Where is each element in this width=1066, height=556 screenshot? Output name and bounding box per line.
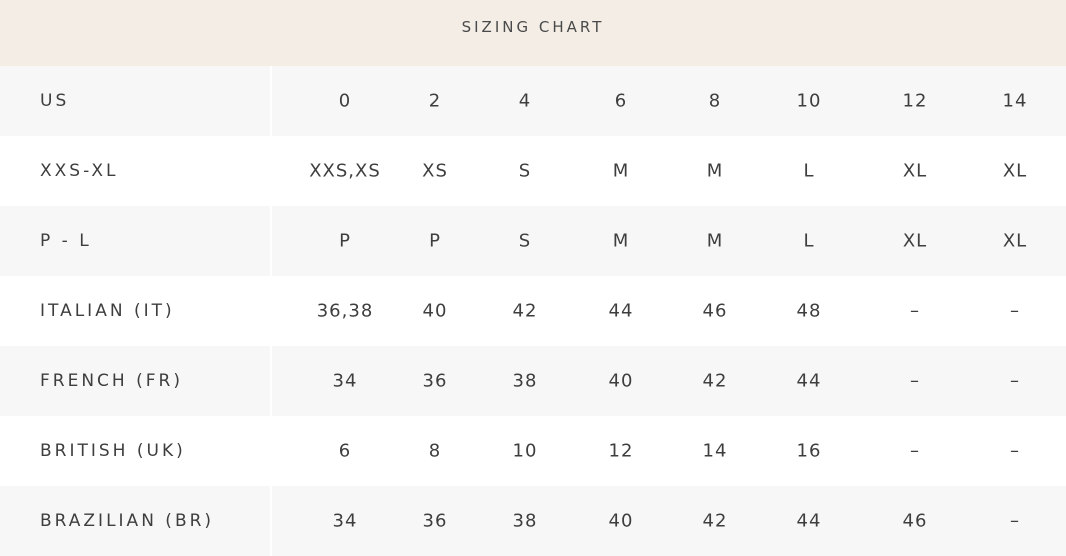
table-cell: XL xyxy=(1002,230,1028,252)
table-row-british: BRITISH (UK) 6 8 10 12 14 16 – – xyxy=(0,416,1066,486)
column-divider xyxy=(270,486,272,556)
column-divider xyxy=(270,346,272,416)
table-cell: 0 xyxy=(338,90,352,112)
table-row-p-l: P - L P P S M M L XL XL xyxy=(0,206,1066,276)
table-cell: 10 xyxy=(796,90,822,112)
row-label: ITALIAN (IT) xyxy=(40,301,175,321)
table-cell: L xyxy=(803,160,815,182)
table-cell: XL xyxy=(1002,160,1028,182)
table-cell: M xyxy=(706,160,724,182)
table-cell: M xyxy=(612,230,630,252)
table-cell: XXS,XS xyxy=(309,160,381,182)
table-cell: L xyxy=(803,230,815,252)
row-label: FRENCH (FR) xyxy=(40,371,183,391)
table-row-french: FRENCH (FR) 34 36 38 40 42 44 – – xyxy=(0,346,1066,416)
table-cell: XL xyxy=(902,230,928,252)
table-cell: 14 xyxy=(702,440,728,462)
table-cell: 6 xyxy=(338,440,352,462)
table-cell: 40 xyxy=(608,370,634,392)
table-cell: 12 xyxy=(902,90,928,112)
table-cell: 42 xyxy=(512,300,538,322)
table-cell: 36,38 xyxy=(316,300,374,322)
table-cell: – xyxy=(1010,510,1020,532)
row-label: XXS-XL xyxy=(40,161,119,181)
table-cell: 6 xyxy=(614,90,628,112)
table-cell: 42 xyxy=(702,370,728,392)
table-cell: M xyxy=(612,160,630,182)
table-cell: 14 xyxy=(1002,90,1028,112)
table-cell: 40 xyxy=(422,300,448,322)
table-cell: 34 xyxy=(332,370,358,392)
table-cell: 46 xyxy=(702,300,728,322)
table-cell: P xyxy=(339,230,351,252)
sizing-table: US 0 2 4 6 8 10 12 14 XXS-XL XXS,XS XS S… xyxy=(0,66,1066,556)
table-cell: 38 xyxy=(512,370,538,392)
table-cell: 44 xyxy=(608,300,634,322)
table-cell: 44 xyxy=(796,370,822,392)
table-cell: 46 xyxy=(902,510,928,532)
table-row-xxs-xl: XXS-XL XXS,XS XS S M M L XL XL xyxy=(0,136,1066,206)
table-cell: – xyxy=(1010,300,1020,322)
table-cell: S xyxy=(518,230,532,252)
table-cell: 2 xyxy=(428,90,442,112)
table-cell: 12 xyxy=(608,440,634,462)
table-cell: P xyxy=(429,230,441,252)
row-label: BRITISH (UK) xyxy=(40,441,186,461)
table-cell: S xyxy=(518,160,532,182)
table-cell: 8 xyxy=(428,440,442,462)
table-cell: 34 xyxy=(332,510,358,532)
sizing-chart-header: SIZING CHART xyxy=(0,0,1066,66)
table-cell: 16 xyxy=(796,440,822,462)
table-row-brazilian: BRAZILIAN (BR) 34 36 38 40 42 44 46 – xyxy=(0,486,1066,556)
column-divider xyxy=(270,66,272,136)
row-label: BRAZILIAN (BR) xyxy=(40,511,215,531)
table-cell: 36 xyxy=(422,370,448,392)
page-title: SIZING CHART xyxy=(461,18,605,36)
table-row-us: US 0 2 4 6 8 10 12 14 xyxy=(0,66,1066,136)
table-cell: – xyxy=(910,370,920,392)
table-cell: – xyxy=(910,300,920,322)
table-row-italian: ITALIAN (IT) 36,38 40 42 44 46 48 – – xyxy=(0,276,1066,346)
table-cell: 38 xyxy=(512,510,538,532)
table-cell: 44 xyxy=(796,510,822,532)
table-cell: 10 xyxy=(512,440,538,462)
row-label: US xyxy=(40,91,70,111)
table-cell: – xyxy=(910,440,920,462)
table-cell: 36 xyxy=(422,510,448,532)
table-cell: XL xyxy=(902,160,928,182)
row-label: P - L xyxy=(40,231,92,251)
table-cell: XS xyxy=(422,160,448,182)
table-cell: M xyxy=(706,230,724,252)
table-cell: 42 xyxy=(702,510,728,532)
table-cell: 40 xyxy=(608,510,634,532)
table-cell: 8 xyxy=(708,90,722,112)
table-cell: – xyxy=(1010,370,1020,392)
table-cell: 48 xyxy=(796,300,822,322)
column-divider xyxy=(270,206,272,276)
table-cell: 4 xyxy=(518,90,532,112)
table-cell: – xyxy=(1010,440,1020,462)
